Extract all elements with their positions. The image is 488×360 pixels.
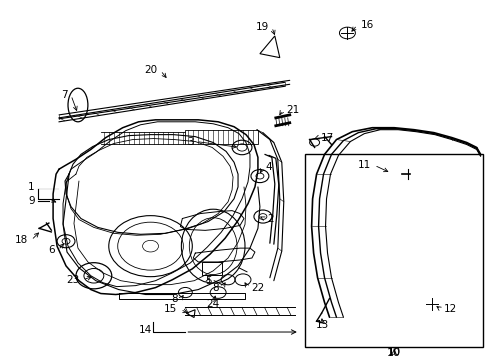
Text: 18: 18 xyxy=(15,235,28,245)
Bar xyxy=(185,130,257,144)
Text: 17: 17 xyxy=(320,132,333,143)
Text: 12: 12 xyxy=(443,304,456,314)
Bar xyxy=(304,154,482,347)
Text: 19: 19 xyxy=(255,22,268,32)
Text: 23: 23 xyxy=(66,275,80,285)
Text: 24: 24 xyxy=(206,300,219,309)
Text: 7: 7 xyxy=(61,90,68,100)
Text: 2: 2 xyxy=(266,213,273,224)
Text: 13: 13 xyxy=(315,320,328,330)
Text: 6: 6 xyxy=(48,245,55,255)
Text: 8: 8 xyxy=(212,283,219,293)
Text: 11: 11 xyxy=(357,160,370,170)
Text: 22: 22 xyxy=(250,283,264,293)
Text: 4: 4 xyxy=(265,162,272,172)
Text: 21: 21 xyxy=(285,105,298,115)
Bar xyxy=(202,262,222,275)
Text: 15: 15 xyxy=(164,304,177,314)
Text: 10: 10 xyxy=(386,348,400,358)
Text: 8: 8 xyxy=(170,294,177,305)
Text: 3: 3 xyxy=(186,136,193,147)
Text: 14: 14 xyxy=(139,325,152,335)
Text: 10: 10 xyxy=(387,347,400,357)
Text: 16: 16 xyxy=(360,20,373,30)
Text: 5: 5 xyxy=(204,276,211,286)
Text: 20: 20 xyxy=(144,66,157,76)
Text: 1: 1 xyxy=(28,182,35,192)
Text: 9: 9 xyxy=(28,196,35,206)
